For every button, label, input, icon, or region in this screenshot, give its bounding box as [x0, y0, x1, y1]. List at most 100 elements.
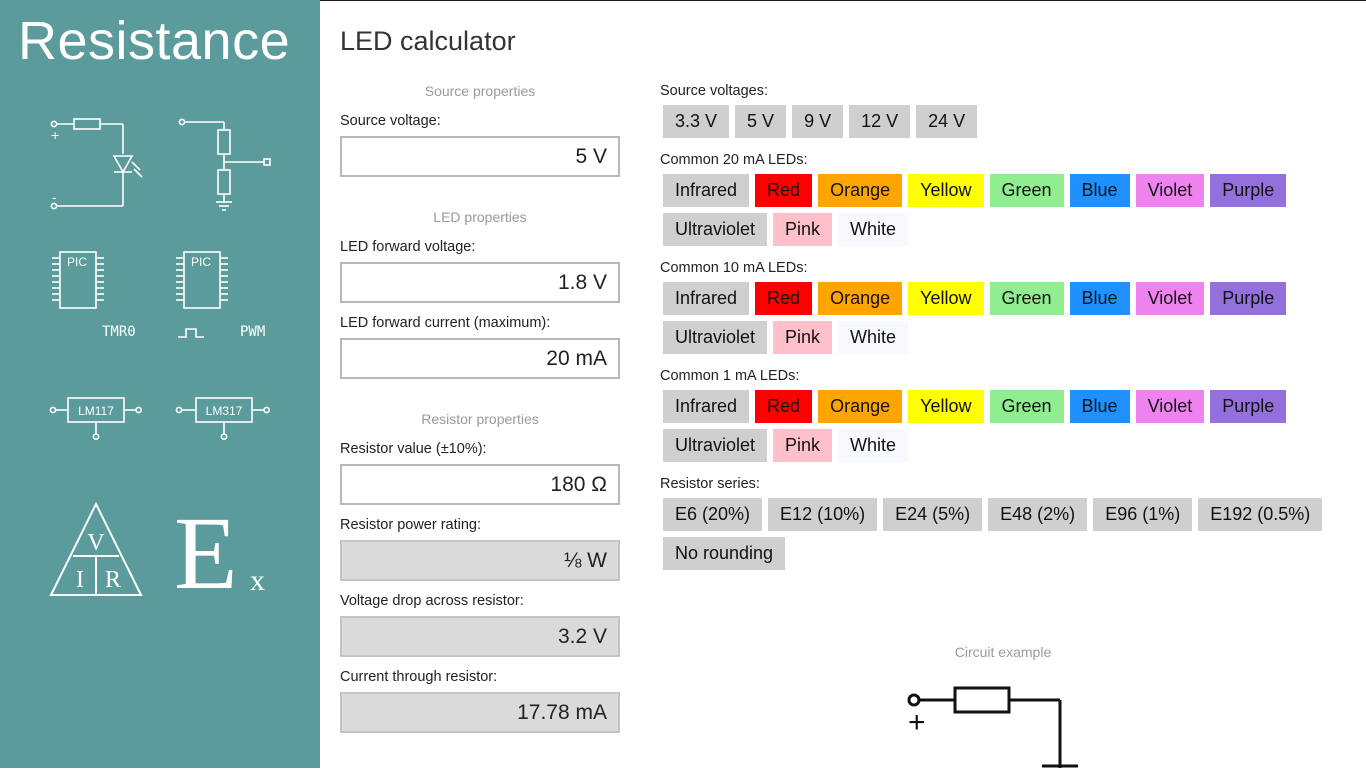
- led-10ma-button-purple[interactable]: Purple: [1210, 282, 1287, 315]
- led-10ma-button-white[interactable]: White: [838, 321, 909, 354]
- led-20ma-button-violet[interactable]: Violet: [1135, 174, 1205, 207]
- lm117-icon[interactable]: LM117: [48, 394, 148, 446]
- series-button-no-rounding[interactable]: No rounding: [663, 537, 786, 570]
- led-1ma-buttons-row1: Infrared Red Orange Yellow Green Blue Violet Pu…: [663, 390, 1287, 423]
- led-1ma-button-white[interactable]: White: [838, 429, 909, 462]
- led-1ma-button-blue[interactable]: Blue: [1069, 390, 1130, 423]
- led-circuit-icon[interactable]: + -: [44, 112, 154, 216]
- led-10ma-button-blue[interactable]: Blue: [1069, 282, 1130, 315]
- app-title: Resistance: [18, 11, 291, 71]
- v-letter: V: [87, 530, 105, 556]
- led-forward-voltage-label: LED forward voltage:: [340, 239, 476, 255]
- led-10ma-button-orange[interactable]: Orange: [818, 282, 903, 315]
- led-20ma-button-white[interactable]: White: [838, 213, 909, 246]
- led-10ma-button-red[interactable]: Red: [755, 282, 813, 315]
- ohms-law-triangle-icon[interactable]: V I R: [48, 500, 144, 598]
- series-button-e48-2[interactable]: E48 (2%): [988, 498, 1088, 531]
- voltage-button-24-v[interactable]: 24 V: [916, 105, 978, 138]
- led-10ma-button-infrared[interactable]: Infrared: [663, 282, 750, 315]
- led-1ma-button-purple[interactable]: Purple: [1210, 390, 1287, 423]
- led-1ma-label: Common 1 mA LEDs:: [660, 368, 800, 384]
- led-forward-current-label: LED forward current (maximum):: [340, 315, 551, 331]
- led-10ma-label: Common 10 mA LEDs:: [660, 260, 808, 276]
- resistor-current-output: 17.78 mA: [340, 692, 620, 733]
- series-button-e192-0-5[interactable]: E192 (0.5%): [1198, 498, 1323, 531]
- led-1ma-button-yellow[interactable]: Yellow: [908, 390, 984, 423]
- led-20ma-button-pink[interactable]: Pink: [773, 213, 833, 246]
- led-10ma-button-violet[interactable]: Violet: [1135, 282, 1205, 315]
- tmr0-caption: TMR0: [102, 324, 136, 340]
- voltage-button-3-3-v[interactable]: 3.3 V: [663, 105, 730, 138]
- led-20ma-buttons-row1: Infrared Red Orange Yellow Green Blue Violet Pu…: [663, 174, 1287, 207]
- x-letter: x: [250, 564, 265, 597]
- led-20ma-button-infrared[interactable]: Infrared: [663, 174, 750, 207]
- resistor-series-label: Resistor series:: [660, 476, 760, 492]
- led-1ma-button-red[interactable]: Red: [755, 390, 813, 423]
- pic-tmr0-icon[interactable]: PIC TMR0: [48, 248, 148, 344]
- series-button-e24-5[interactable]: E24 (5%): [883, 498, 983, 531]
- led-20ma-label: Common 20 mA LEDs:: [660, 152, 808, 168]
- led-1ma-button-orange[interactable]: Orange: [818, 390, 903, 423]
- resistor-power-label: Resistor power rating:: [340, 517, 482, 533]
- source-voltage-label: Source voltage:: [340, 113, 441, 129]
- circuit-example-diagram: +: [900, 680, 1100, 773]
- led-forward-voltage-input[interactable]: 1.8 V: [340, 262, 620, 303]
- resistor-value-input[interactable]: 180 Ω: [340, 464, 620, 505]
- e-series-icon[interactable]: E x: [172, 492, 282, 602]
- led-10ma-buttons-row2: Ultraviolet Pink White: [663, 321, 909, 354]
- resistor-series-buttons-row2: No rounding: [663, 537, 786, 570]
- led-1ma-button-ultraviolet[interactable]: Ultraviolet: [663, 429, 768, 462]
- lm317-chip-label: LM317: [206, 404, 243, 418]
- source-voltage-input[interactable]: 5 V: [340, 136, 620, 177]
- led-10ma-button-pink[interactable]: Pink: [773, 321, 833, 354]
- led-properties-header: LED properties: [433, 209, 527, 225]
- voltage-button-12-v[interactable]: 12 V: [849, 105, 911, 138]
- circuit-example-label: Circuit example: [954, 644, 1052, 660]
- led-10ma-button-green[interactable]: Green: [989, 282, 1064, 315]
- pwm-caption: PWM: [240, 324, 265, 340]
- series-button-e96-1[interactable]: E96 (1%): [1093, 498, 1193, 531]
- led-10ma-button-yellow[interactable]: Yellow: [908, 282, 984, 315]
- resistor-properties-header: Resistor properties: [421, 411, 539, 427]
- led-20ma-button-ultraviolet[interactable]: Ultraviolet: [663, 213, 768, 246]
- led-20ma-button-purple[interactable]: Purple: [1210, 174, 1287, 207]
- voltage-drop-label: Voltage drop across resistor:: [340, 593, 524, 609]
- source-voltages-label: Source voltages:: [660, 83, 769, 99]
- lm117-chip-label: LM117: [78, 404, 114, 418]
- resistor-value-label: Resistor value (±10%):: [340, 441, 487, 457]
- page-title: LED calculator: [340, 26, 516, 56]
- resistor-power-output: ⅛ W: [340, 540, 620, 581]
- lm317-icon[interactable]: LM317: [174, 394, 274, 446]
- voltage-button-9-v[interactable]: 9 V: [792, 105, 844, 138]
- led-20ma-button-orange[interactable]: Orange: [818, 174, 903, 207]
- voltage-drop-output: 3.2 V: [340, 616, 620, 657]
- led-20ma-button-yellow[interactable]: Yellow: [908, 174, 984, 207]
- resistor-series-buttons-row1: E6 (20%) E12 (10%) E24 (5%) E48 (2%) E96 (1%…: [663, 498, 1323, 531]
- source-properties-header: Source properties: [424, 83, 536, 99]
- led-20ma-buttons-row2: Ultraviolet Pink White: [663, 213, 909, 246]
- series-button-e12-10[interactable]: E12 (10%): [768, 498, 878, 531]
- r-letter: R: [105, 567, 121, 593]
- led-1ma-button-green[interactable]: Green: [989, 390, 1064, 423]
- minus-sign: -: [52, 189, 57, 205]
- led-1ma-button-pink[interactable]: Pink: [773, 429, 833, 462]
- voltage-button-5-v[interactable]: 5 V: [735, 105, 787, 138]
- pic-chip-label: PIC: [67, 255, 87, 269]
- led-1ma-buttons-row2: Ultraviolet Pink White: [663, 429, 909, 462]
- led-20ma-button-red[interactable]: Red: [755, 174, 813, 207]
- led-forward-current-input[interactable]: 20 mA: [340, 338, 620, 379]
- led-1ma-button-violet[interactable]: Violet: [1135, 390, 1205, 423]
- series-button-e6-20[interactable]: E6 (20%): [663, 498, 763, 531]
- voltage-divider-icon[interactable]: [172, 112, 276, 216]
- e-letter: E: [174, 496, 238, 602]
- resistor-current-label: Current through resistor:: [340, 669, 498, 685]
- pic-chip-label: PIC: [191, 255, 211, 269]
- led-1ma-button-infrared[interactable]: Infrared: [663, 390, 750, 423]
- pic-pwm-icon[interactable]: PIC PWM: [174, 248, 274, 344]
- led-20ma-button-green[interactable]: Green: [989, 174, 1064, 207]
- circuit-plus-sign: +: [908, 706, 926, 739]
- led-10ma-button-ultraviolet[interactable]: Ultraviolet: [663, 321, 768, 354]
- sidebar: Resistance + -: [0, 0, 320, 768]
- led-20ma-button-blue[interactable]: Blue: [1069, 174, 1130, 207]
